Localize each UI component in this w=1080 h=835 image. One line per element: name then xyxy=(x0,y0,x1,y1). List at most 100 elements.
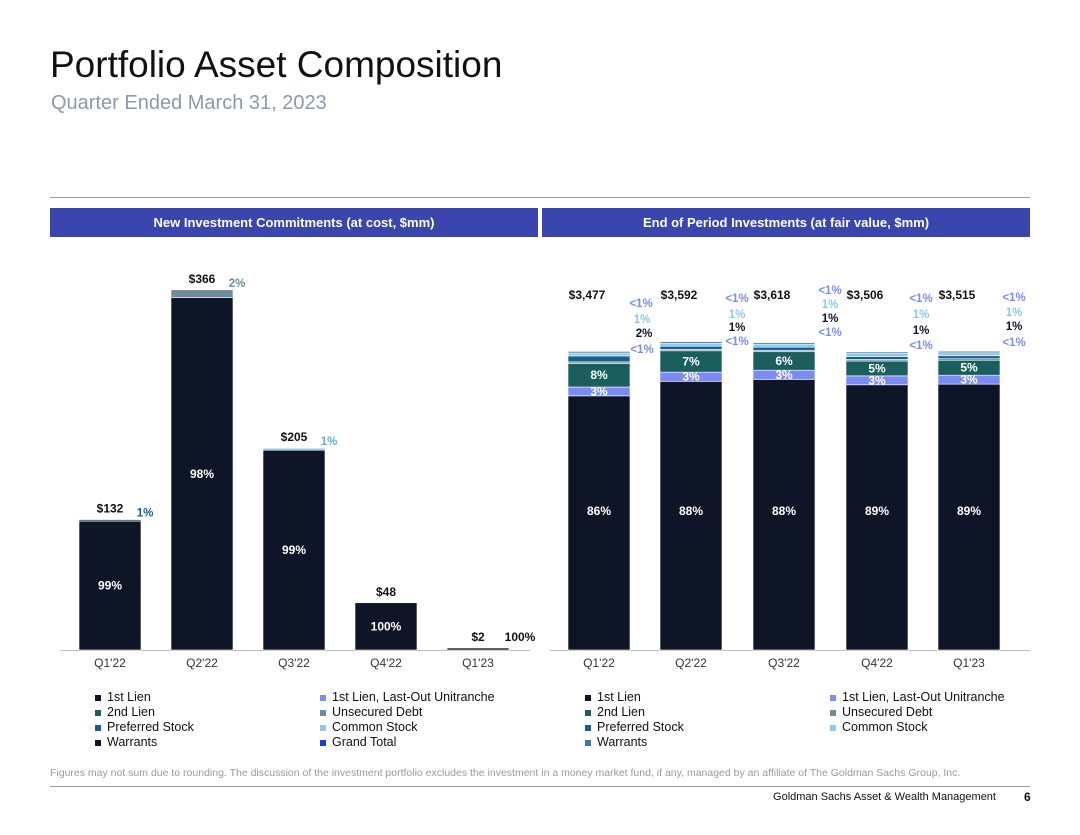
right-x-tick-label: Q3'22 xyxy=(768,656,800,670)
right-legend-swatch xyxy=(585,724,591,731)
right-bar-preferred-3 xyxy=(845,356,909,360)
right-bar-warrants-4 xyxy=(937,350,1001,354)
left-data-label: 99% xyxy=(98,579,122,593)
right-bar-first_lien-0 xyxy=(567,395,631,651)
left-bar-first_lien-4 xyxy=(446,647,510,651)
left-bar-second_lien-0 xyxy=(78,519,142,522)
left-legend-swatch xyxy=(320,694,326,701)
right-x-tick-label: Q1'22 xyxy=(583,656,615,670)
right-data-label: <1% xyxy=(909,340,932,352)
left-bar-unsecured-1 xyxy=(170,289,234,298)
left-legend-swatch xyxy=(95,739,101,746)
left-data-label: 1% xyxy=(321,436,338,448)
right-data-label: 3% xyxy=(775,368,793,382)
right-data-label: 8% xyxy=(590,368,608,382)
right-data-label: 5% xyxy=(960,361,978,375)
right-bar-first_lien-1 xyxy=(659,381,723,651)
left-legend-swatch xyxy=(320,724,326,731)
right-bar-first_lien-3 xyxy=(845,384,909,651)
right-total-label: $3,592 xyxy=(661,288,698,302)
right-bar-common-1 xyxy=(659,342,723,347)
right-data-label: 1% xyxy=(1006,321,1023,333)
left-legend-label: Preferred Stock xyxy=(107,720,194,734)
right-legend-label: 1st Lien xyxy=(597,690,641,704)
page-number: 6 xyxy=(1024,790,1031,804)
left-legend-label: Common Stock xyxy=(332,720,418,734)
left-data-label: 100% xyxy=(505,630,536,644)
right-legend-swatch xyxy=(585,739,591,746)
left-legend-swatch xyxy=(95,724,101,731)
right-total-label: $3,477 xyxy=(569,288,606,302)
right-legend-item: 1st Lien xyxy=(585,690,830,705)
left-legend-label: 1st Lien, Last-Out Unitranche xyxy=(332,690,495,704)
footnote: Figures may not sum due to rounding. The… xyxy=(50,767,961,779)
right-data-label: <1% xyxy=(725,336,748,348)
left-bar-first_lien-2 xyxy=(262,449,326,651)
right-bar-common-2 xyxy=(752,343,816,348)
right-data-label: 3% xyxy=(960,373,978,387)
left-bar-first_lien-1 xyxy=(170,297,234,651)
left-legend-label: Grand Total xyxy=(332,735,397,749)
right-bar-warrants-2 xyxy=(752,342,816,345)
right-legend-item: 1st Lien, Last-Out Unitranche xyxy=(830,690,1030,705)
right-data-label: 2% xyxy=(636,328,653,340)
left-bar-first_lien-3 xyxy=(354,602,418,651)
right-data-label: 89% xyxy=(865,504,889,518)
left-data-label: 100% xyxy=(371,619,402,633)
right-legend-label: 2nd Lien xyxy=(597,705,645,719)
left-data-label: 2% xyxy=(229,278,246,290)
right-data-label: 1% xyxy=(729,309,746,321)
right-legend-swatch xyxy=(830,709,836,716)
right-data-label: <1% xyxy=(725,293,748,305)
right-data-label: <1% xyxy=(909,293,932,305)
right-legend-label: Warrants xyxy=(597,735,648,749)
right-total-label: $3,506 xyxy=(847,288,884,302)
right-panel-header: End of Period Investments (at fair value… xyxy=(542,208,1030,237)
right-bar-warrants-0 xyxy=(567,351,631,354)
right-data-label: <1% xyxy=(630,344,653,356)
left-legend-item: 1st Lien, Last-Out Unitranche xyxy=(320,690,540,705)
right-legend-label: Common Stock xyxy=(842,720,928,734)
right-bar-warrants-1 xyxy=(659,341,723,344)
left-data-label: 98% xyxy=(190,467,214,481)
left-legend-item: 2nd Lien xyxy=(95,705,320,720)
right-data-label: <1% xyxy=(818,327,841,339)
right-legend-item: Common Stock xyxy=(830,720,1030,735)
right-data-label: 3% xyxy=(682,370,700,384)
right-legend-item: 2nd Lien xyxy=(585,705,830,720)
left-x-tick-label: Q4'22 xyxy=(370,656,402,670)
left-legend-swatch xyxy=(320,739,326,746)
right-data-label: <1% xyxy=(1002,292,1025,304)
right-legend-swatch xyxy=(830,724,836,731)
left-x-tick-label: Q2'22 xyxy=(186,656,218,670)
header-divider xyxy=(50,197,1030,198)
right-data-label: 1% xyxy=(634,314,651,326)
left-total-label: $366 xyxy=(189,272,216,286)
right-data-label: <1% xyxy=(1002,337,1025,349)
right-bar-preferred-2 xyxy=(752,346,816,351)
left-legend-label: 1st Lien xyxy=(107,690,151,704)
footer-brand: Goldman Sachs Asset & Wealth Management xyxy=(773,791,996,803)
right-data-label: 1% xyxy=(913,309,930,321)
right-chart-legend: 1st Lien 1st Lien, Last-Out Unitranche 2nd… xyxy=(585,690,1030,750)
left-data-label: 99% xyxy=(282,543,306,557)
right-x-tick-label: Q2'22 xyxy=(675,656,707,670)
page-subtitle: Quarter Ended March 31, 2023 xyxy=(51,92,327,114)
left-bar-common-2 xyxy=(262,447,326,451)
left-data-label: 1% xyxy=(137,508,154,520)
right-total-label: $3,618 xyxy=(754,288,791,302)
left-legend-label: Warrants xyxy=(107,735,158,749)
right-bar-common-0 xyxy=(567,352,631,357)
right-legend-swatch xyxy=(585,709,591,716)
left-legend-item: Warrants xyxy=(95,735,320,750)
right-legend-swatch xyxy=(830,694,836,701)
right-bar-first_lien-2 xyxy=(752,379,816,651)
right-total-label: $3,515 xyxy=(939,288,976,302)
right-data-label: 1% xyxy=(822,313,839,325)
right-data-label: <1% xyxy=(629,298,652,310)
left-total-label: $205 xyxy=(281,430,308,444)
right-data-label: 1% xyxy=(1006,307,1023,319)
right-data-label: 6% xyxy=(775,354,793,368)
left-x-tick-label: Q3'22 xyxy=(278,656,310,670)
